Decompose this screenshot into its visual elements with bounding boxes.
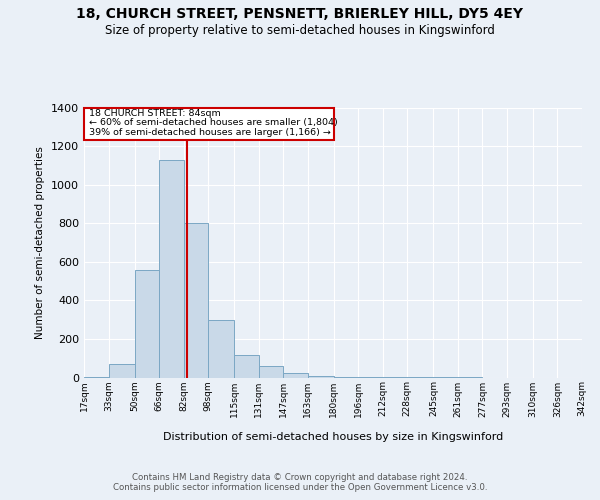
Bar <box>259 366 283 378</box>
Text: Size of property relative to semi-detached houses in Kingswinford: Size of property relative to semi-detach… <box>105 24 495 37</box>
Bar <box>134 270 159 378</box>
Y-axis label: Number of semi-detached properties: Number of semi-detached properties <box>35 146 46 339</box>
Bar <box>234 356 259 378</box>
Bar <box>283 372 308 378</box>
Text: Contains public sector information licensed under the Open Government Licence v3: Contains public sector information licen… <box>113 484 487 492</box>
Text: 18, CHURCH STREET, PENSNETT, BRIERLEY HILL, DY5 4EY: 18, CHURCH STREET, PENSNETT, BRIERLEY HI… <box>77 8 523 22</box>
Text: ← 60% of semi-detached houses are smaller (1,804): ← 60% of semi-detached houses are smalle… <box>89 118 337 128</box>
Text: 18 CHURCH STREET: 84sqm: 18 CHURCH STREET: 84sqm <box>89 109 220 118</box>
Bar <box>334 376 358 378</box>
Text: Contains HM Land Registry data © Crown copyright and database right 2024.: Contains HM Land Registry data © Crown c… <box>132 472 468 482</box>
Bar <box>184 223 208 378</box>
Bar <box>208 320 234 378</box>
Text: 39% of semi-detached houses are larger (1,166) →: 39% of semi-detached houses are larger (… <box>89 128 331 137</box>
FancyBboxPatch shape <box>84 108 334 140</box>
Bar <box>109 364 134 378</box>
Bar <box>308 376 334 378</box>
Text: Distribution of semi-detached houses by size in Kingswinford: Distribution of semi-detached houses by … <box>163 432 503 442</box>
Bar <box>159 160 184 378</box>
